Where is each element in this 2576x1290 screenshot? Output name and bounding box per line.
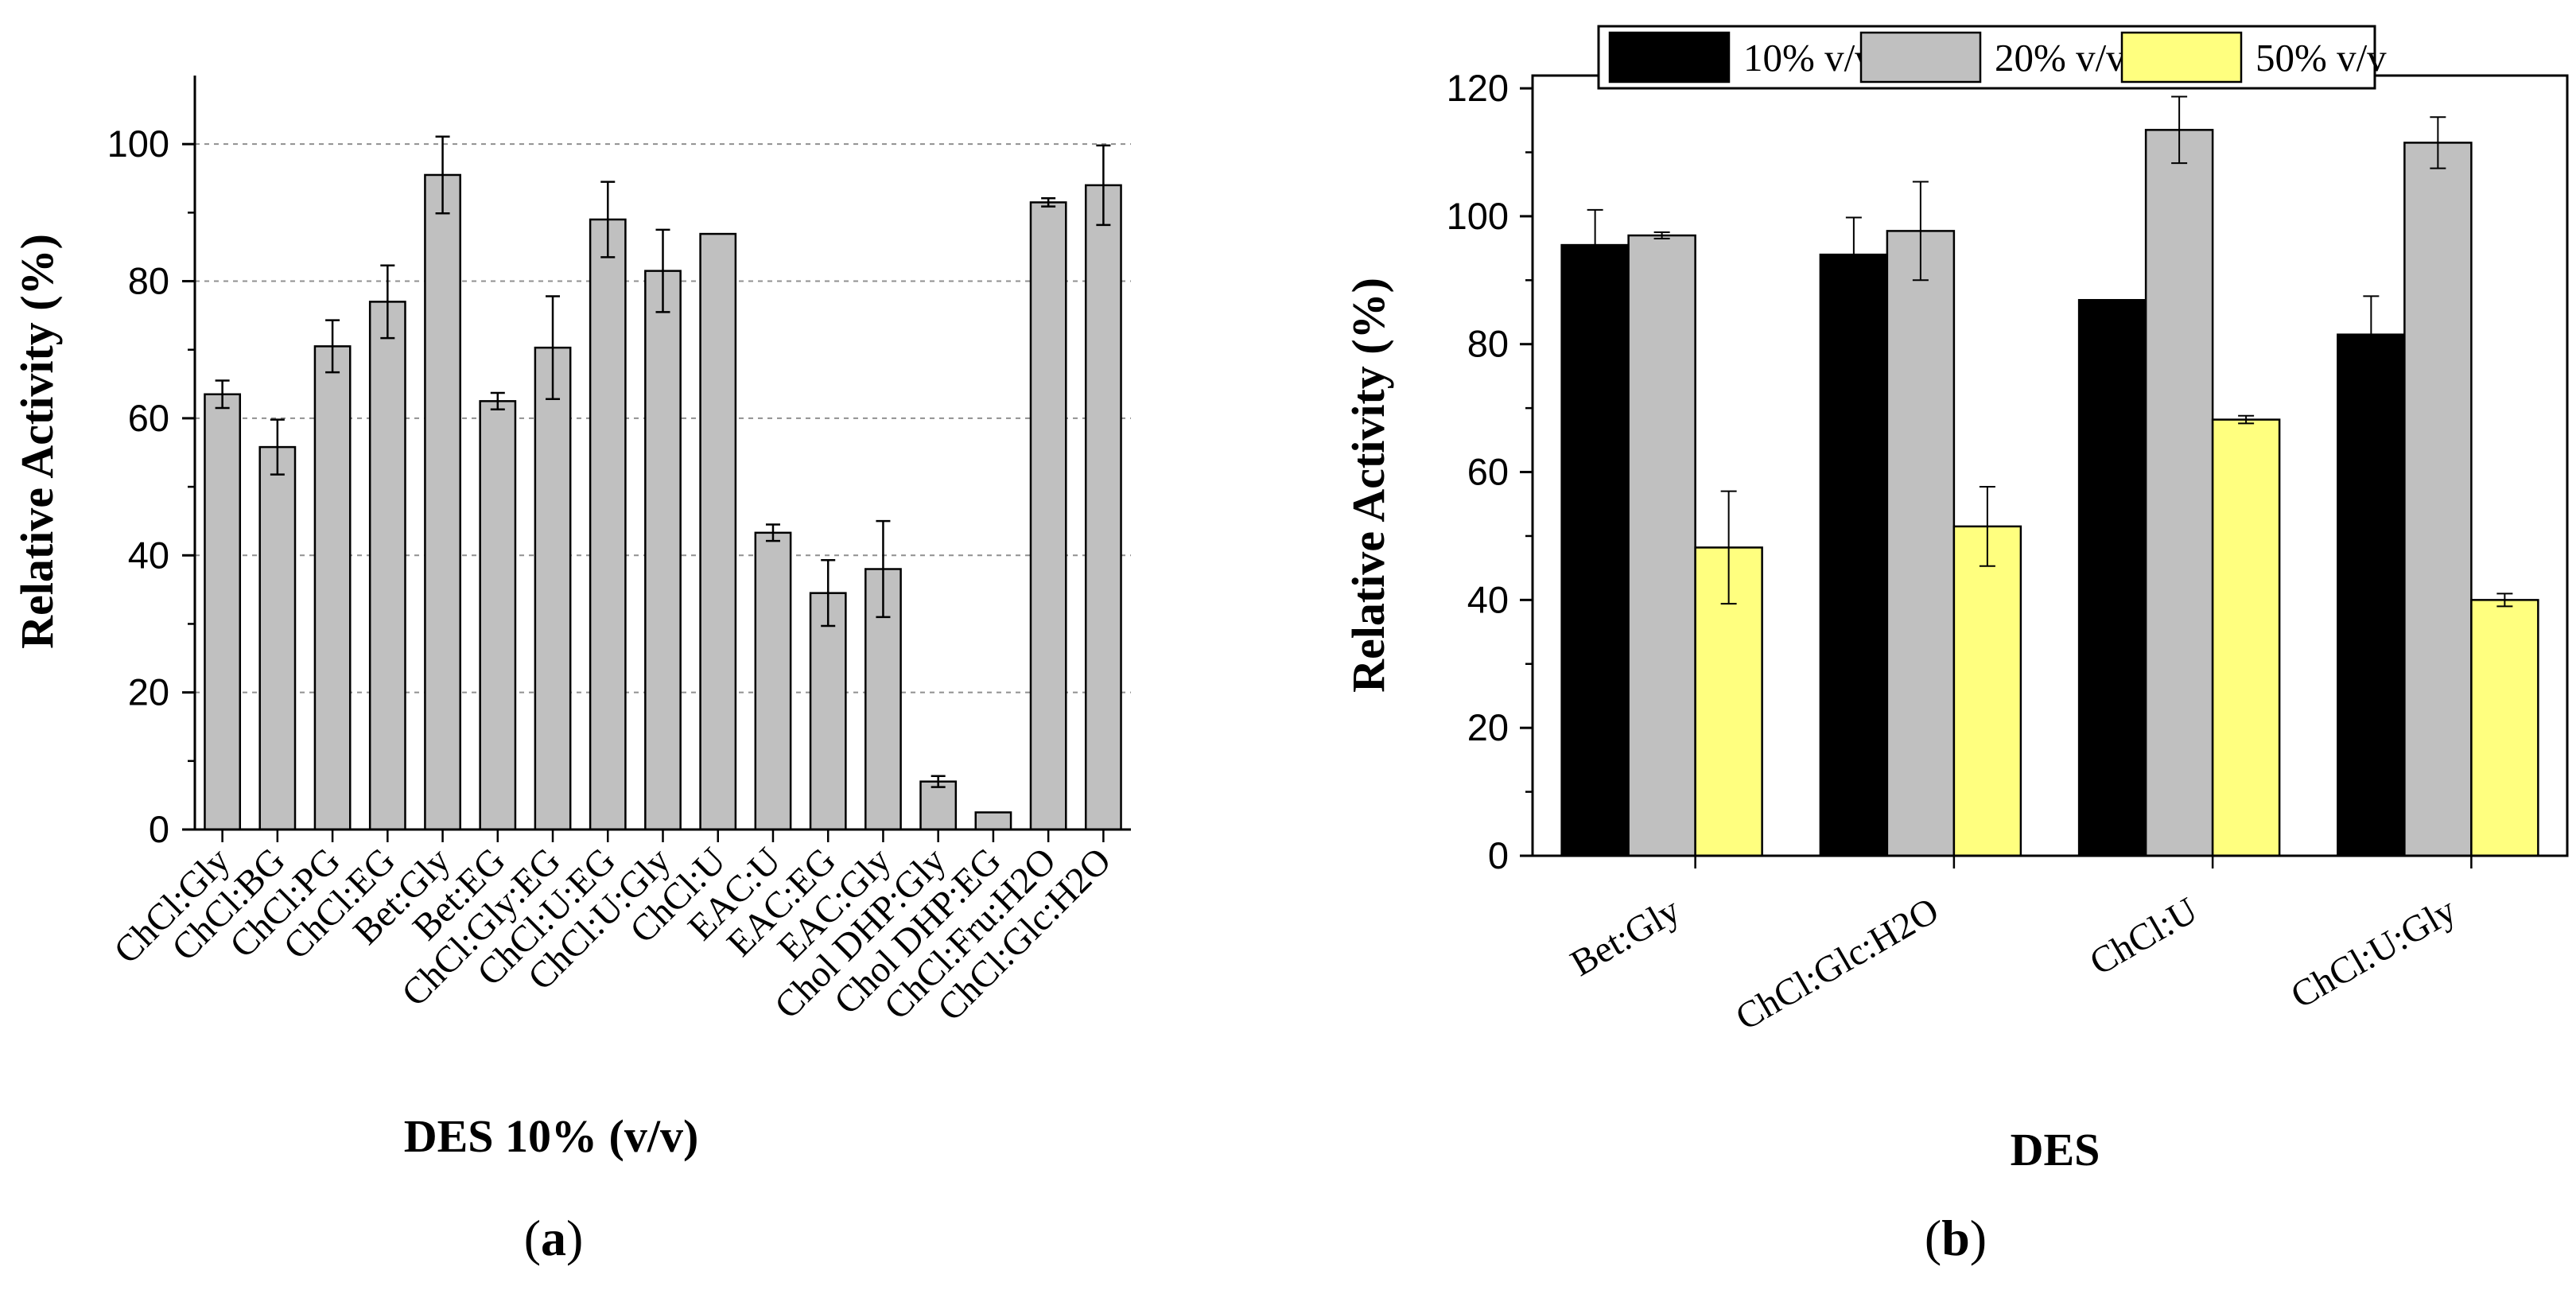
x-tick-label: ChCl:Glc:H2O	[1729, 889, 1945, 1038]
chart-panel-b: 0 20 40 60 80 100 120 Bet:Gly ChCl:Glc:H2O ChCl:…	[1342, 25, 2569, 1266]
bar-1	[2077, 298, 2147, 857]
bar	[534, 346, 572, 831]
legend-label: 10% v/v	[1743, 36, 1875, 80]
y-tick-label: 100	[1447, 195, 1509, 237]
y-tick-label: 120	[1447, 67, 1509, 109]
y-tick-label: 60	[1467, 451, 1509, 493]
legend-swatch	[1608, 31, 1731, 84]
x-axis-title: DES	[2011, 1124, 2100, 1175]
bar	[313, 345, 352, 831]
bar-2	[1886, 230, 1956, 857]
legend-label: 50% v/v	[2255, 36, 2387, 80]
chart-panel-a: 0 20 40 60 80 100 ChCl:GlyChCl:BGChCl:PGChCl:…	[11, 76, 1131, 1266]
bar	[204, 393, 242, 831]
bar-2	[1627, 234, 1696, 857]
x-tick-label: Bet:Gly	[1564, 889, 1687, 985]
bar-1	[2337, 333, 2406, 857]
bars	[1560, 95, 2539, 857]
bar	[809, 592, 847, 831]
bar	[479, 400, 517, 831]
y-tick-label: 60	[128, 397, 169, 439]
x-tick-labels: ChCl:GlyChCl:BGChCl:PGChCl:EGBet:GlyBet:…	[106, 840, 1119, 1029]
bars	[204, 135, 1122, 831]
bar-2	[2144, 129, 2214, 857]
bar	[1029, 201, 1067, 831]
bar	[589, 218, 627, 831]
bar-3	[1952, 525, 2022, 857]
panel-label-b-letter: b	[1941, 1210, 1970, 1266]
bar-3	[2211, 418, 2281, 857]
y-tick-label: 0	[149, 808, 169, 850]
legend-label: 20% v/v	[1995, 36, 2126, 80]
bar	[974, 811, 1012, 831]
bar	[258, 445, 297, 831]
bar	[1084, 184, 1122, 831]
bar	[699, 232, 737, 831]
y-tick-labels: 0 20 40 60 80 100	[107, 122, 169, 850]
bar	[644, 270, 682, 831]
x-axis-title: DES 10% (v/v)	[404, 1110, 699, 1162]
panel-label-b: (b)	[1925, 1210, 1987, 1266]
legend-swatch	[2120, 31, 2243, 84]
y-tick-label: 100	[107, 122, 169, 165]
bar-3	[2470, 599, 2539, 857]
y-tick-label: 40	[128, 534, 169, 576]
x-tick-labels: Bet:Gly ChCl:Glc:H2O ChCl:U ChCl:U:Gly	[1564, 889, 2463, 1039]
y-tick-label: 80	[128, 260, 169, 302]
y-axis-title: Relative Activity (%)	[11, 234, 63, 649]
x-tick-label: ChCl:U	[2083, 889, 2205, 983]
panel-label-a: (a)	[524, 1210, 584, 1266]
axes	[182, 76, 1131, 842]
panel-label-a-letter: a	[541, 1210, 566, 1266]
y-tick-label: 40	[1467, 578, 1509, 620]
bar	[368, 301, 406, 831]
y-tick-label: 0	[1488, 834, 1509, 876]
legend: 10% v/v 20% v/v 50% v/v	[1597, 25, 2387, 90]
bar-1	[1560, 243, 1630, 857]
y-tick-label: 80	[1467, 323, 1509, 365]
y-tick-labels: 0 20 40 60 80 100 120	[1447, 67, 1509, 876]
bar	[919, 780, 958, 831]
y-axis-title: Relative Activity (%)	[1342, 278, 1394, 693]
bar-1	[1819, 253, 1889, 857]
legend-swatch	[1859, 31, 1982, 84]
y-tick-label: 20	[128, 671, 169, 713]
x-tick-label: ChCl:U:Gly	[2284, 889, 2463, 1016]
bar	[754, 531, 792, 831]
bar	[424, 173, 461, 831]
y-tick-label: 20	[1467, 706, 1509, 748]
bar-2	[2403, 142, 2473, 857]
